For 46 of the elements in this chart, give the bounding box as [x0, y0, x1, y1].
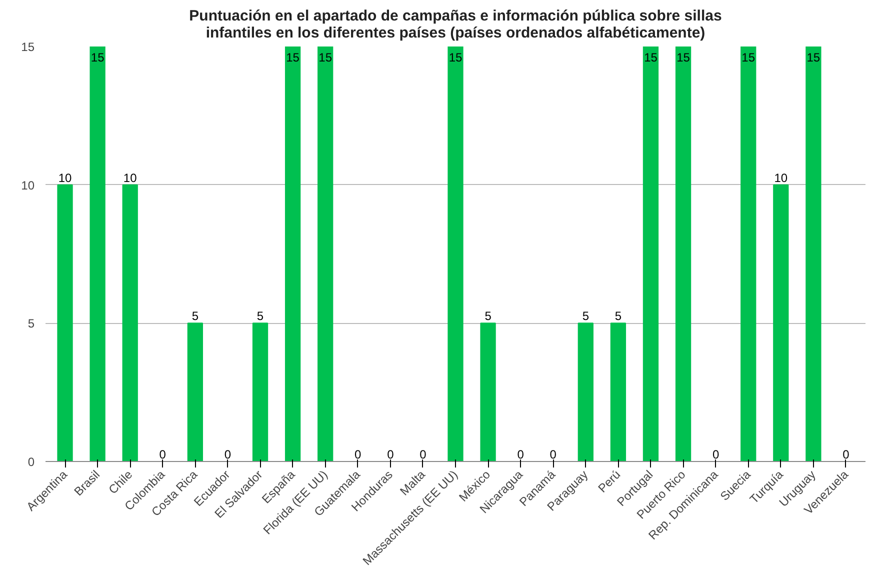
bar	[90, 46, 106, 462]
y-tick-label: 0	[28, 455, 35, 469]
data-label: 0	[420, 448, 427, 462]
bar	[578, 322, 594, 462]
data-label: 10	[123, 170, 138, 185]
bar	[318, 46, 334, 462]
data-label: 0	[224, 448, 232, 462]
bar	[480, 322, 496, 462]
data-label: 15	[318, 50, 332, 64]
bar	[57, 184, 73, 462]
bar	[187, 322, 204, 462]
data-label: 0	[159, 448, 166, 462]
data-label: 0	[842, 448, 850, 462]
data-label: 15	[90, 50, 105, 64]
y-tick-label: 5	[28, 316, 35, 331]
chart-title: Puntuación en el apartado de campañas e información pública sobre sillas infantiles en los diferentes países (países ordenados alfabéticamente)	[189, 8, 722, 42]
bar	[448, 46, 464, 462]
bar	[122, 184, 138, 462]
data-label: 15	[742, 50, 756, 64]
data-label: 5	[192, 309, 199, 324]
y-tick-label: 15	[21, 40, 35, 54]
data-label: 15	[448, 50, 462, 64]
bar	[675, 46, 692, 462]
data-label: 5	[582, 309, 590, 324]
data-label: 5	[614, 309, 622, 324]
data-label: 0	[517, 448, 524, 462]
data-label: 0	[712, 448, 720, 462]
data-label: 15	[644, 50, 658, 64]
data-label: 5	[484, 309, 492, 324]
data-label: 15	[286, 50, 300, 64]
bar	[284, 46, 301, 462]
data-label: 15	[676, 50, 690, 64]
data-label: 5	[256, 309, 264, 324]
bar	[642, 46, 659, 462]
y-tick-label: 10	[21, 178, 35, 192]
bar	[773, 184, 789, 462]
bar	[252, 322, 268, 462]
data-label: 0	[550, 448, 557, 462]
bar	[610, 322, 626, 462]
data-label: 10	[58, 170, 72, 185]
data-label: 0	[354, 448, 362, 462]
data-label: 15	[806, 50, 820, 64]
bar	[806, 46, 822, 462]
data-label: 0	[387, 448, 394, 462]
data-label: 10	[774, 170, 788, 185]
bar	[740, 46, 756, 462]
